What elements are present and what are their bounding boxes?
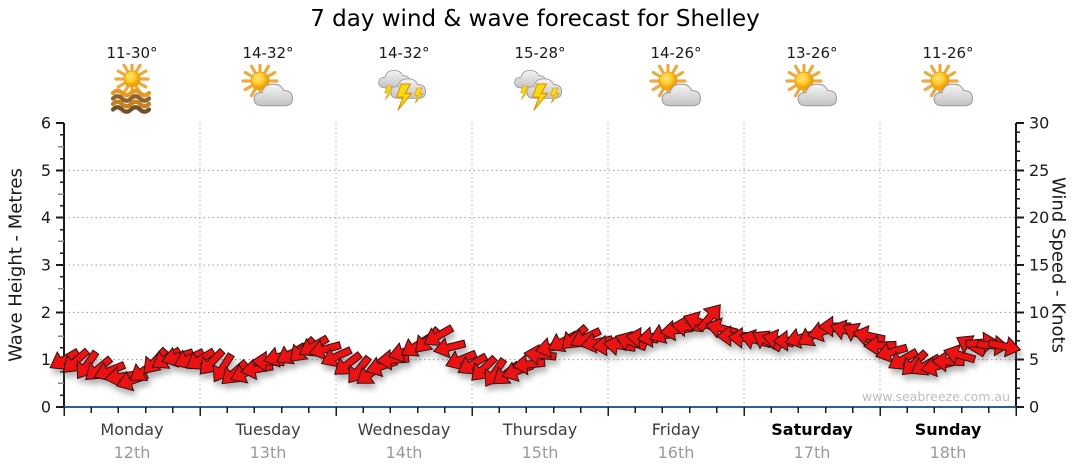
weather-icon-sun-behind-cloud xyxy=(200,64,336,120)
wind-arrow xyxy=(987,335,1022,358)
wind-arrow xyxy=(334,351,363,375)
cloud-shape xyxy=(797,83,837,107)
water-wave-line xyxy=(110,105,152,114)
day-date: 14th xyxy=(385,443,423,462)
wind-arrow xyxy=(888,347,919,370)
day-temperature-range: 15-28° xyxy=(514,44,566,62)
y-left-tick-label: 6 xyxy=(41,114,51,133)
wind-arrow xyxy=(185,347,217,370)
y-right-tick-label: 5 xyxy=(1029,350,1039,369)
day-name: Monday xyxy=(100,420,164,439)
lightning-bolt xyxy=(396,83,413,111)
wind-arrow xyxy=(511,353,546,376)
wind-arrow xyxy=(49,347,81,370)
day-date: 13th xyxy=(249,443,287,462)
y-right-tick-label: 15 xyxy=(1029,256,1049,275)
day-date: 15th xyxy=(521,443,559,462)
lightning-bolt xyxy=(550,87,560,104)
weather-icon-storm-clouds-lightning xyxy=(472,64,608,120)
day-name: Tuesday xyxy=(235,420,301,439)
wind-arrow xyxy=(457,352,489,375)
day-date: 16th xyxy=(657,443,695,462)
wind-arrow xyxy=(423,324,455,347)
y-left-tick-label: 2 xyxy=(41,303,51,322)
y-right-tick-label: 20 xyxy=(1029,208,1049,227)
lightning-bolt xyxy=(532,83,549,111)
wind-arrow xyxy=(62,347,91,373)
day-name: Thursday xyxy=(502,420,578,439)
weather-icon-sun-behind-cloud xyxy=(744,64,880,120)
y-left-tick-label: 1 xyxy=(41,350,51,369)
weather-icon-sun-behind-cloud xyxy=(608,64,744,120)
y-right-tick-label: 30 xyxy=(1029,114,1049,133)
y-left-tick-label: 5 xyxy=(41,161,51,180)
lightning-bolt xyxy=(520,85,530,100)
day-date: 12th xyxy=(113,443,151,462)
weather-icon-sun-over-water xyxy=(64,64,200,120)
y-right-tick-label: 0 xyxy=(1029,398,1039,417)
lightning-bolt xyxy=(384,85,394,100)
day-temperature-range: 14-32° xyxy=(242,44,294,62)
y-axis-label-wind-speed: Wind Speed - Knots xyxy=(1047,177,1069,353)
wind-arrow xyxy=(445,349,478,371)
day-temperature-range: 14-26° xyxy=(650,44,702,62)
day-name: Friday xyxy=(651,420,701,439)
day-temperature-range: 11-30° xyxy=(106,44,158,62)
day-name: Sunday xyxy=(914,420,982,439)
day-temperature-range: 11-26° xyxy=(922,44,974,62)
y-right-tick-label: 10 xyxy=(1029,303,1049,322)
wind-arrow-series xyxy=(49,304,1022,392)
day-date: 17th xyxy=(793,443,831,462)
lightning-bolt xyxy=(414,87,424,104)
cloud-shape xyxy=(253,83,293,107)
day-date: 18th xyxy=(929,443,967,462)
y-right-tick-label: 25 xyxy=(1029,161,1049,180)
y-left-tick-label: 4 xyxy=(41,208,51,227)
y-left-tick-label: 3 xyxy=(41,256,51,275)
wind-arrow xyxy=(432,337,467,359)
water-wave-line xyxy=(110,99,152,109)
weather-icon-sun-behind-cloud xyxy=(880,64,1016,120)
gridlines xyxy=(64,123,1016,407)
watermark: www.seabreeze.com.au xyxy=(862,389,1010,404)
cloud-shape xyxy=(933,83,973,107)
wind-arrow xyxy=(863,334,897,357)
cloud-shape xyxy=(661,83,701,107)
water-wave-line xyxy=(110,88,152,98)
weather-icon-storm-clouds-lightning xyxy=(336,64,472,120)
water-wave-line xyxy=(110,94,152,103)
wind-arrow xyxy=(523,343,557,366)
wind-arrow xyxy=(308,339,342,361)
day-temperature-range: 14-32° xyxy=(378,44,430,62)
wind-arrow xyxy=(320,346,353,368)
wind-arrow xyxy=(943,343,977,366)
day-name: Saturday xyxy=(771,420,853,439)
chart-title: 7 day wind & wave forecast for Shelley xyxy=(310,6,760,32)
y-axis-label-wave-height: Wave Height - Metres xyxy=(5,168,27,362)
wind-arrow xyxy=(696,304,721,333)
day-name: Wednesday xyxy=(357,420,451,439)
day-temperature-range: 13-26° xyxy=(786,44,838,62)
wind-arrow xyxy=(875,341,909,364)
y-left-tick-label: 0 xyxy=(41,398,51,417)
